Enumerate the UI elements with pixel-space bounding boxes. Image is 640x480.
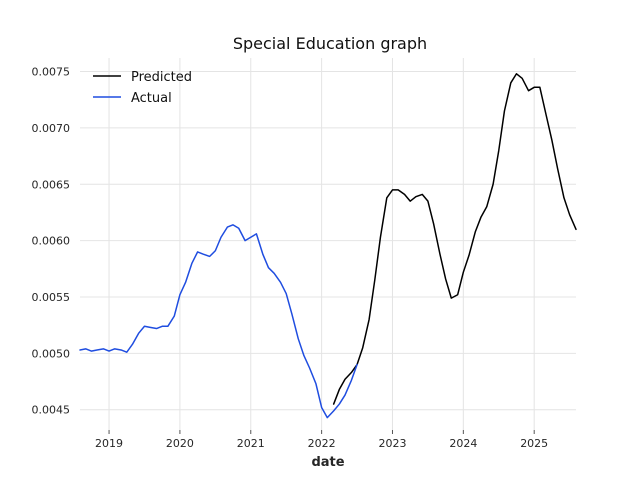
legend: Predicted Actual [93,70,192,106]
y-tick-label: 0.0045 [32,404,71,417]
x-axis-ticks: 2019 2020 2021 2022 2023 2024 2025 [95,430,548,450]
grid [80,58,576,430]
x-tick-label: 2025 [520,437,548,450]
series-lines [79,73,577,419]
y-tick-label: 0.0055 [32,291,71,304]
x-axis-label: date [311,455,344,470]
y-tick-label: 0.0060 [32,235,71,248]
y-tick-label: 0.0075 [32,66,71,79]
x-tick-label: 2024 [449,437,477,450]
chart-title: Special Education graph [233,34,427,53]
x-tick-label: 2019 [95,437,123,450]
series-line-actual [79,224,358,419]
x-tick-label: 2023 [378,437,406,450]
y-tick-label: 0.0050 [32,347,71,360]
x-tick-label: 2020 [166,437,194,450]
y-axis-ticks: 0.0045 0.0050 0.0055 0.0060 0.0065 0.0070 0.00… [32,66,71,417]
y-tick-label: 0.0070 [32,122,71,135]
legend-label-actual: Actual [131,91,172,106]
legend-label-predicted: Predicted [131,70,192,85]
x-tick-label: 2022 [308,437,336,450]
y-tick-label: 0.0065 [32,178,71,191]
x-tick-label: 2021 [237,437,265,450]
series-line-predicted [332,73,577,405]
